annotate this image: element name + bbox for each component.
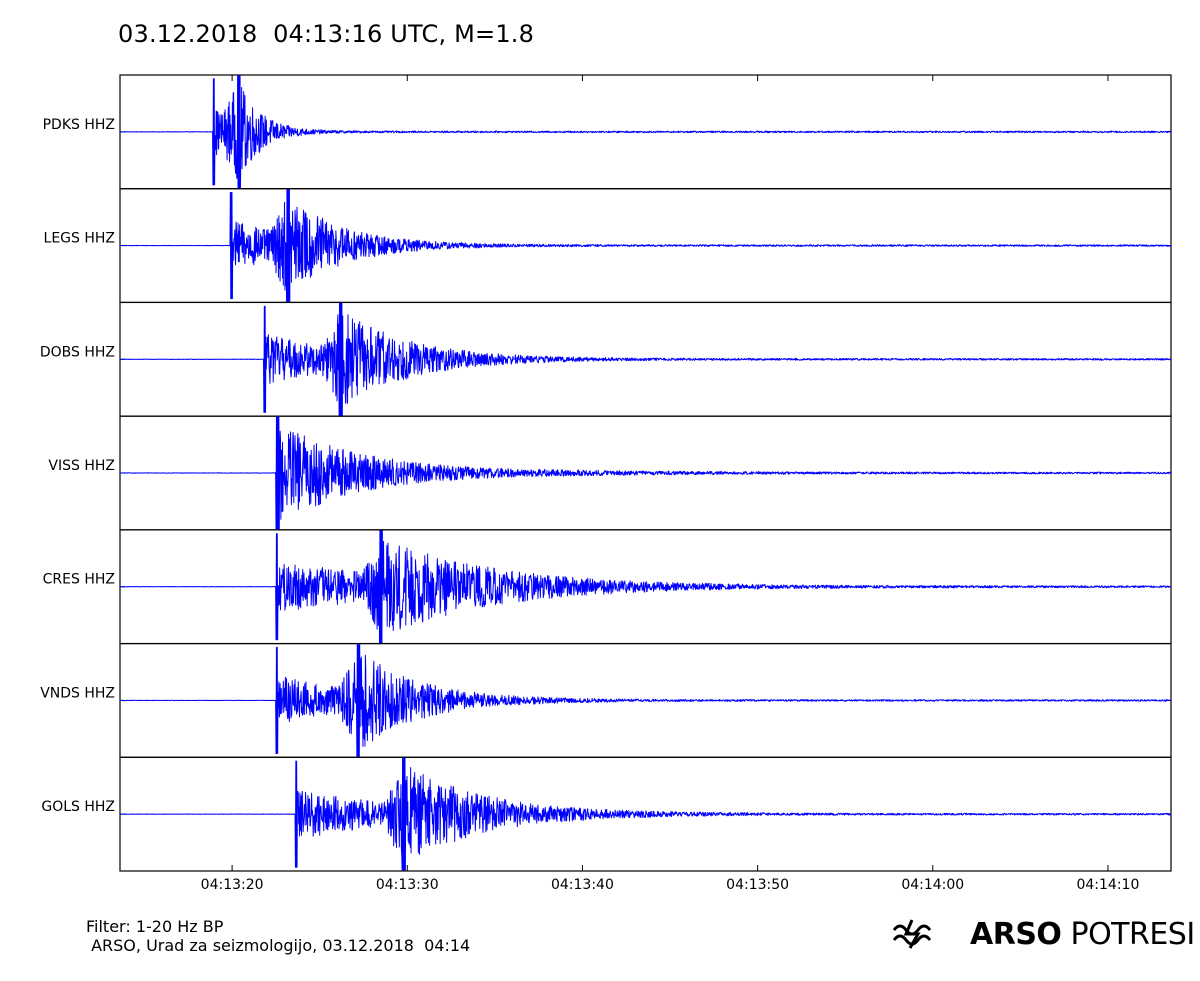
credit-label: ARSO, Urad za seizmologijo, 03.12.2018 0…: [86, 936, 471, 955]
waveform-trace: [119, 530, 1172, 644]
waveform-trace: [119, 416, 1172, 530]
station-label: GOLS HHZ: [41, 799, 115, 815]
footer-text: Filter: 1-20 Hz BP ARSO, Urad za seizmol…: [86, 917, 470, 955]
seismogram-plot: PDKS HHZ LEGS HHZ DOBS HHZ VISS HHZ CRES HHZ…: [40, 74, 1172, 893]
filter-label: Filter: 1-20 Hz BP: [86, 917, 224, 936]
logo-text-bold: ARSO: [970, 916, 1062, 952]
arso-wave-icon: [892, 919, 932, 949]
station-label: VISS HHZ: [48, 458, 115, 474]
waveform-trace: [119, 75, 1172, 189]
x-tick-label: 04:13:40: [551, 877, 614, 893]
station-label: DOBS HHZ: [40, 344, 115, 360]
station-label: LEGS HHZ: [44, 231, 115, 247]
station-label: PDKS HHZ: [43, 117, 115, 133]
station-label: CRES HHZ: [43, 572, 115, 588]
logo-text-light: POTRESI: [1061, 916, 1195, 952]
x-tick-label: 04:13:30: [376, 877, 439, 893]
x-tick-label: 04:14:10: [1076, 877, 1139, 893]
arso-logo: ARSO POTRESI: [890, 912, 1195, 956]
x-tick-label: 04:13:20: [201, 877, 264, 893]
x-tick-label: 04:13:50: [726, 877, 789, 893]
station-label: VNDS HHZ: [40, 685, 115, 701]
waveform-trace: [119, 757, 1172, 871]
x-tick-label: 04:14:00: [901, 877, 964, 893]
logo-text: ARSO POTRESI: [970, 917, 1195, 952]
chart-title: 03.12.2018 04:13:16 UTC, M=1.8: [118, 20, 535, 48]
waveform-trace: [119, 189, 1172, 302]
waveform-trace: [119, 302, 1172, 416]
waveform-trace: [119, 644, 1172, 757]
